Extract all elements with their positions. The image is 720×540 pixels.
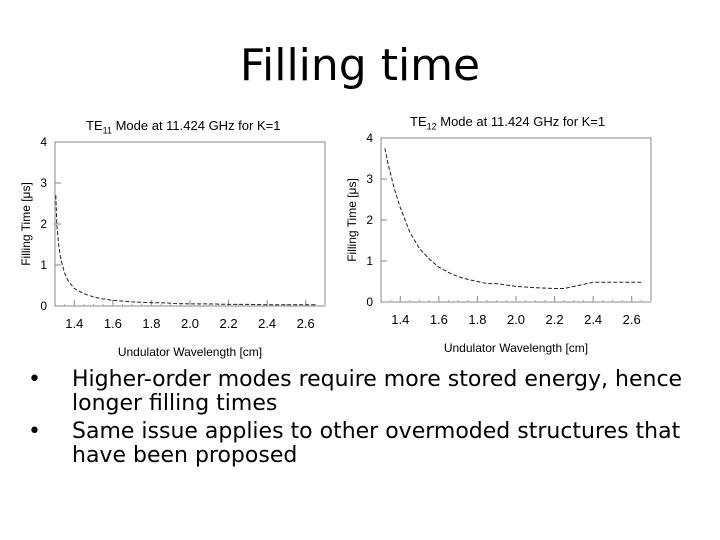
y-tick-label: 0 — [40, 299, 47, 313]
x-tick-label: 1.6 — [104, 316, 122, 331]
slide-title: Filling time — [239, 40, 481, 91]
x-tick-label: 2.4 — [584, 312, 602, 327]
x-tick-label: 2.0 — [181, 316, 199, 331]
x-tick-label: 2.4 — [258, 316, 276, 331]
y-tick-label: 2 — [366, 213, 373, 227]
y-tick-label: 2 — [40, 217, 47, 231]
chart-title-prefix: TE — [86, 118, 103, 133]
bullet-dot: • — [28, 367, 41, 392]
x-axis-label: Undulator Wavelength [cm] — [444, 341, 588, 355]
y-tick-label: 4 — [366, 131, 373, 145]
x-tick-label: 2.6 — [297, 316, 315, 331]
bullet-item: • Higher-order modes require more stored … — [28, 368, 708, 416]
plot-frame — [380, 137, 652, 303]
x-tick-label: 2.2 — [220, 316, 238, 331]
bullet-list: • Higher-order modes require more stored … — [28, 368, 708, 472]
x-tick-label: 1.4 — [391, 312, 409, 327]
chart-title-suffix: Mode at 11.424 GHz for K=1 — [436, 114, 606, 129]
chart-title-prefix: TE — [410, 114, 427, 129]
x-tick-label: 1.8 — [142, 316, 160, 331]
y-axis-label: Filling Time [μs] — [19, 182, 33, 266]
y-tick-label: 3 — [40, 176, 47, 190]
x-tick-label: 2.2 — [546, 312, 564, 327]
y-tick-label: 1 — [366, 254, 373, 268]
chart-te12: 1.4 1.6 1.8 2.0 2.2 2.4 2.6 0 1 2 3 4 Undulator Wave… — [345, 131, 652, 355]
plot-frame — [54, 141, 326, 307]
series-line — [384, 148, 642, 289]
bullet-text: Higher-order modes require more stored e… — [72, 367, 683, 416]
chart-title-subscript: 11 — [102, 125, 112, 136]
y-tick-label: 3 — [366, 172, 373, 186]
bullet-item: • Same issue applies to other overmoded s… — [28, 420, 708, 468]
chart-te11: 1.4 1.6 1.8 2.0 2.2 2.4 2.6 0 1 2 3 4 Undulator Wave… — [19, 135, 326, 359]
bullet-text: Same issue applies to other overmoded st… — [72, 419, 681, 468]
x-tick-label: 1.6 — [430, 312, 448, 327]
y-tick-label: 0 — [366, 295, 373, 309]
x-tick-label: 1.8 — [468, 312, 486, 327]
x-tick-label: 2.0 — [507, 312, 525, 327]
y-axis-label: Filling Time [μs] — [345, 178, 359, 262]
x-tick-label: 1.4 — [65, 316, 83, 331]
chart-title-subscript: 12 — [426, 121, 437, 132]
x-tick-label: 2.6 — [623, 312, 641, 327]
chart-title-suffix: Mode at 11.424 GHz for K=1 — [111, 118, 281, 133]
x-axis-label: Undulator Wavelength [cm] — [118, 345, 262, 359]
chart-title-te12: TE12 Mode at 11.424 GHz for K=1 — [410, 114, 605, 132]
y-tick-label: 1 — [40, 258, 47, 272]
y-tick-label: 4 — [40, 135, 47, 149]
bullet-dot: • — [28, 419, 41, 444]
series-line — [55, 195, 316, 306]
chart-title-te11: TE11 Mode at 11.424 GHz for K=1 — [86, 118, 280, 136]
